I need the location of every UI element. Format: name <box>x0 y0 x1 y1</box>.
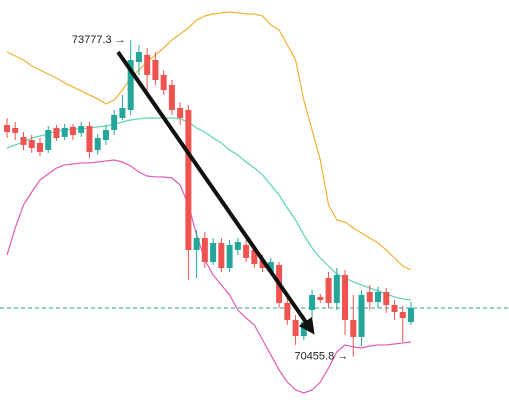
trend-arrow <box>116 50 315 335</box>
candle-body <box>309 294 316 310</box>
candle-body <box>111 114 118 130</box>
plot <box>0 11 509 394</box>
candle-body <box>342 274 349 320</box>
candle-body <box>358 294 365 337</box>
candle-body <box>53 128 60 138</box>
candle-body <box>218 242 225 268</box>
candle-body <box>375 292 382 302</box>
candle-body <box>36 142 43 152</box>
candle-body <box>28 140 35 148</box>
candle-body <box>408 308 414 322</box>
band-line <box>6 159 412 394</box>
candle-body <box>4 124 10 132</box>
candle-body <box>152 60 159 80</box>
candle-body <box>234 242 241 250</box>
candle-body <box>78 126 85 133</box>
candle-body <box>102 130 109 140</box>
candle-body <box>243 244 250 258</box>
candle-body <box>350 320 357 337</box>
price-annotation: 70455.8 → <box>294 350 348 362</box>
candle-body <box>119 108 126 118</box>
candle-body <box>61 128 68 137</box>
band-line <box>6 11 412 271</box>
candle-body <box>177 108 184 118</box>
candle-body <box>259 260 266 268</box>
candle-body <box>69 126 76 135</box>
candle-body <box>94 138 101 150</box>
candle-body <box>391 304 398 312</box>
candle-body <box>20 136 27 145</box>
candle-body <box>168 84 175 110</box>
candle-body <box>284 302 291 320</box>
candle-body <box>86 126 93 152</box>
candle-body <box>160 74 167 90</box>
candle-body <box>333 274 340 303</box>
candle-body <box>267 262 274 272</box>
candle-body <box>226 244 233 268</box>
candle-body <box>144 54 151 75</box>
candle-body <box>210 242 217 262</box>
candle-body <box>399 312 406 318</box>
candle-body <box>292 320 299 336</box>
candle-body <box>201 238 208 262</box>
price-annotation: 73777.3 → <box>72 34 126 46</box>
candle-body <box>193 238 200 250</box>
candle-body <box>325 278 332 303</box>
band-line <box>6 117 412 301</box>
candle-body <box>185 110 192 250</box>
candle-body <box>251 250 258 264</box>
candle-body <box>135 52 142 62</box>
candle-body <box>317 296 324 300</box>
candle-body <box>366 292 373 302</box>
candle-body <box>45 130 52 150</box>
candle-body <box>12 128 19 133</box>
candle-body <box>383 292 390 305</box>
candle-body <box>127 60 134 110</box>
